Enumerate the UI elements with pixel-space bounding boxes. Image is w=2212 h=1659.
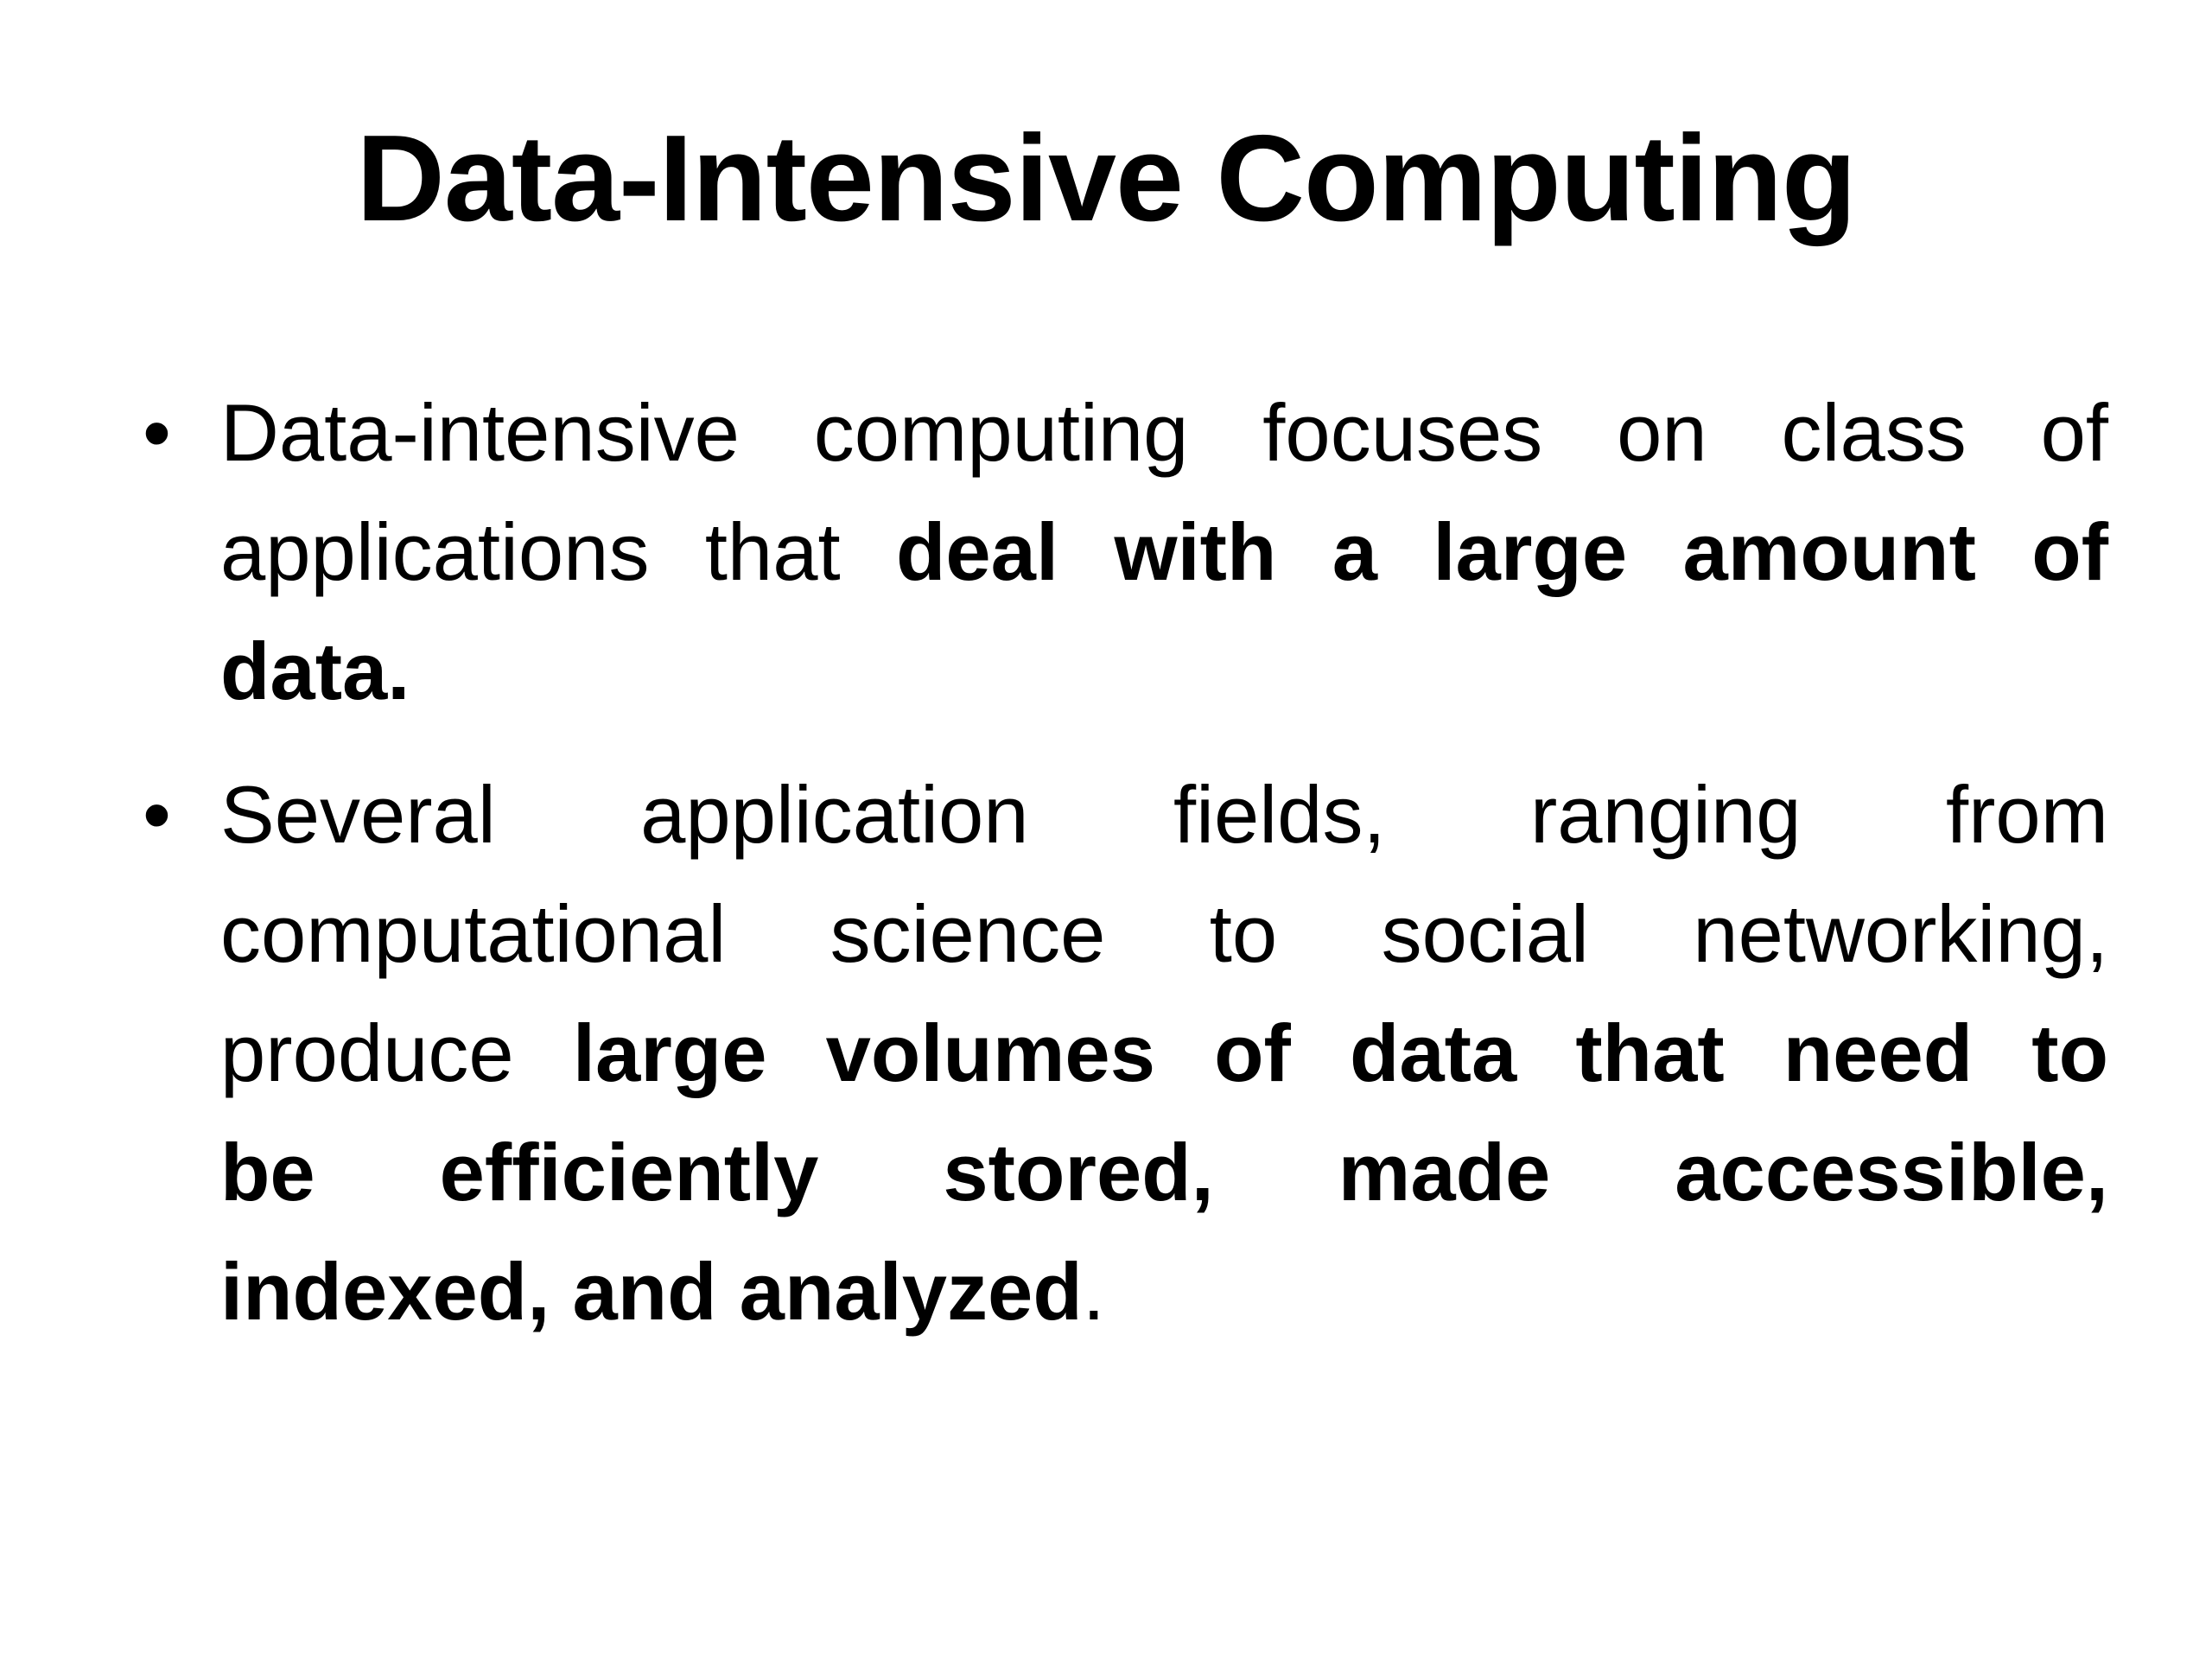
- bullet-line: produce large volumes of data that need …: [220, 994, 2108, 1113]
- bullet-text-run: computational science to social networki…: [220, 888, 2108, 979]
- bullet-line: Several application fields, ranging from: [220, 755, 2108, 874]
- bullet-text-run: Several application fields, ranging from: [220, 769, 2108, 860]
- bullet-text-run: produce: [220, 1007, 573, 1098]
- bullet-marker-icon: •: [143, 769, 171, 860]
- bullet-text-run: .: [1082, 1246, 1105, 1337]
- bullet-text-run: Data-intensive computing focuses on clas…: [220, 387, 2108, 478]
- bullet-line: computational science to social networki…: [220, 874, 2108, 994]
- bullet-line: applications that deal with a large amou…: [220, 493, 2108, 612]
- bullet-content: Several application fields, ranging from…: [220, 755, 2108, 1351]
- bullet-item: • Data-intensive computing focuses on cla…: [143, 373, 2108, 731]
- bullet-line: Data-intensive computing focuses on clas…: [220, 373, 2108, 493]
- bullet-text-bold-run: indexed, and analyzed: [220, 1246, 1083, 1337]
- bullet-text-bold-run: large volumes of data that need to: [572, 1007, 2109, 1098]
- bullet-marker-icon: •: [143, 387, 171, 478]
- bullet-text-bold-run: deal with a large amount of: [895, 506, 2108, 597]
- bullet-line: data.: [220, 612, 2108, 731]
- bullet-list: • Data-intensive computing focuses on cla…: [143, 373, 2108, 1376]
- bullet-line: indexed, and analyzed.: [220, 1232, 2108, 1351]
- bullet-text-run: applications that: [220, 506, 896, 597]
- slide-title: Data-Intensive Computing: [356, 110, 1856, 247]
- bullet-text-bold-run: be efficiently stored, made accessible,: [220, 1127, 2108, 1217]
- bullet-text-bold-run: data.: [220, 626, 410, 716]
- bullet-line: be efficiently stored, made accessible,: [220, 1113, 2108, 1232]
- bullet-item: • Several application fields, ranging fro…: [143, 755, 2108, 1351]
- bullet-content: Data-intensive computing focuses on clas…: [220, 373, 2108, 731]
